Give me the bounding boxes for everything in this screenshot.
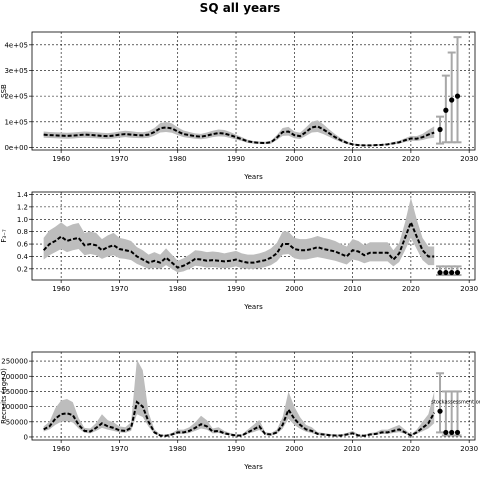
forecast-point [449,269,455,276]
x-tick-label: 1990 [227,155,245,163]
confidence-band [43,359,435,437]
y-tick-label: 0.6 [17,241,29,249]
y-tick-label: 4e+05 [4,41,28,49]
x-tick-label: 2030 [460,155,478,163]
y-axis-label: Recruits (age 0) [0,368,8,424]
y-axis-label: F₃₋₇ [0,229,8,243]
error-bar [453,390,462,437]
x-tick-label: 2000 [285,285,303,293]
plot-frame [31,191,476,281]
series-1 [43,36,462,147]
forecast-point [443,107,449,113]
y-tick-label: 100000 [1,403,28,411]
y-axis: 0.2 0.4 0.6 0.8 1.0 1.2 1.4 F₃₋₇ [0,191,32,273]
forecast-point [449,97,455,103]
x-axis-label: Years [243,303,263,311]
x-tick-label: 1980 [169,445,187,453]
y-tick-label: 3e+05 [4,67,28,75]
chart-title: SQ all years [200,1,281,15]
grid-lines [32,32,475,150]
panel-3: 1960 1970 1980 1990 2000 2010 2020 2030 Years 0 50… [0,351,480,471]
error-bar [453,36,462,144]
y-tick-label: 0e+00 [4,144,28,152]
x-tick-label: 2010 [344,155,362,163]
y-tick-label: 150000 [1,388,28,396]
plot-frame [31,351,476,441]
estimate-line [42,219,435,269]
grid-lines [32,352,475,440]
y-tick-label: 0.8 [17,228,28,236]
y-tick-label: 0 [24,433,28,441]
x-tick-label: 1960 [52,445,70,453]
x-tick-label: 1990 [227,285,245,293]
y-tick-label: 50000 [6,418,28,426]
x-axis-label: Years [243,173,263,181]
forecast-point [454,429,461,436]
x-tick-label: 1980 [169,285,187,293]
x-tick-label: 1970 [111,285,129,293]
y-tick-label: 250000 [1,358,28,366]
series-1 [42,197,462,277]
x-tick-label: 2010 [344,445,362,453]
estimate-line [43,125,435,147]
y-tick-label: 2e+05 [4,93,28,101]
x-tick-label: 1990 [227,445,245,453]
y-tick-label: 200000 [1,373,28,381]
y-tick-label: 1.0 [17,216,28,224]
x-tick-label: 1970 [111,155,129,163]
source-annotation: stockassessment.org MWW2025_final_r [431,400,480,406]
x-tick-label: 2030 [460,445,478,453]
x-axis: 1960 1970 1980 1990 2000 2010 2020 2030 Years [52,440,478,471]
x-axis: 1960 1970 1980 1990 2000 2010 2020 2030 Years [52,150,478,181]
y-tick-label: 0.2 [17,265,28,273]
forecast-point [449,429,455,436]
x-tick-label: 1960 [52,155,70,163]
x-tick-label: 2010 [344,285,362,293]
forecast-point [454,269,461,276]
error-bar [436,372,445,434]
x-axis: 1960 1970 1980 1990 2000 2010 2020 2030 Years [52,280,478,311]
y-tick-label: 1e+05 [4,118,28,126]
x-tick-label: 1970 [111,445,129,453]
forecast-point [437,126,443,133]
y-tick-label: 1.4 [17,191,29,199]
y-axis: 0e+00 1e+05 2e+05 3e+05 4e+05 SSB [0,41,32,152]
confidence-band [43,197,435,273]
y-axis-label: SSB [0,84,8,98]
x-tick-label: 2030 [460,285,478,293]
panel-2: 1960 1970 1980 1990 2000 2010 2020 2030 Years 0.2… [0,191,478,311]
estimate-line [43,400,436,437]
y-axis: 0 50000 100000 150000 200000 250000 Recruits (… [0,358,32,441]
x-axis-label: Years [243,463,263,471]
panel-1: 1960 1970 1980 1990 2000 2010 2020 2030 Years 0e+… [0,31,478,181]
y-tick-label: 0.4 [17,253,29,261]
forecast-point [443,269,449,276]
x-tick-label: 1980 [169,155,187,163]
forecast-point [443,429,449,436]
x-tick-label: 2000 [285,445,303,453]
x-tick-label: 1960 [52,285,70,293]
forecast-point [437,269,443,276]
confidence-band [43,120,435,147]
panels: 1960 1970 1980 1990 2000 2010 2020 2030 Years 0e+… [0,31,480,471]
x-tick-label: 2000 [285,155,303,163]
error-bar [447,390,456,437]
error-bar [441,390,450,437]
series-1 [43,359,462,437]
plot-frame [31,31,476,151]
forecast-point [454,93,461,99]
y-tick-label: 1.2 [17,203,28,211]
x-tick-label: 2020 [402,285,420,293]
x-tick-label: 2020 [402,445,420,453]
x-tick-label: 2020 [402,155,420,163]
forecast-point [437,408,443,414]
